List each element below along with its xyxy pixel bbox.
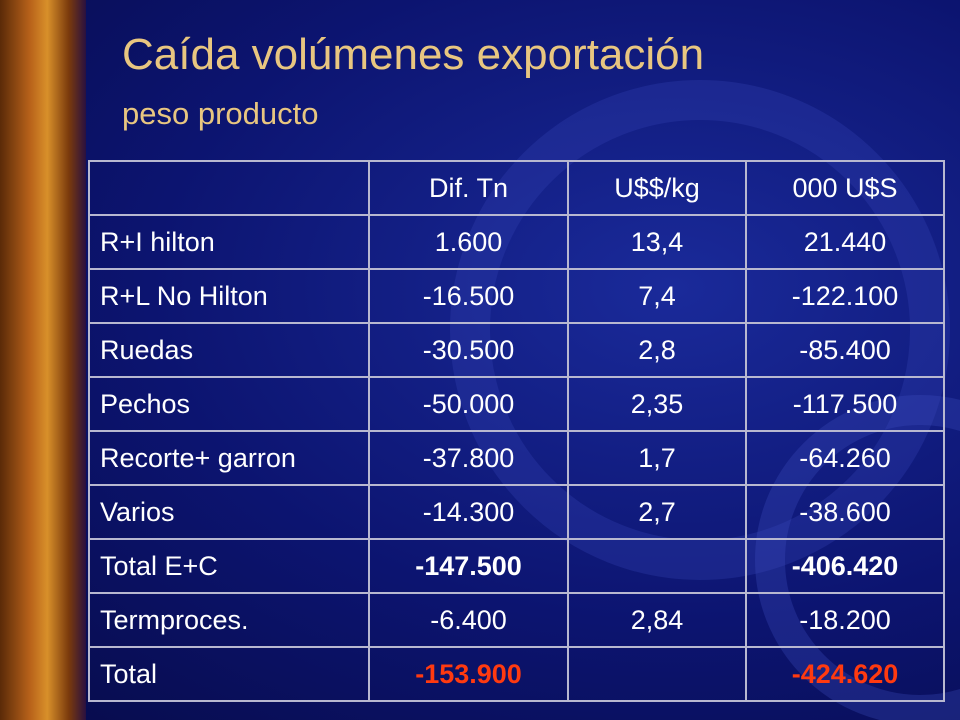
row-label: Total E+C <box>88 538 370 594</box>
table-row: Termproces. -6.400 2,84 -18.200 <box>88 592 945 648</box>
subtitle: peso producto <box>122 96 319 131</box>
cell: -38.600 <box>745 484 945 540</box>
table-row: Total E+C -147.500 -406.420 <box>88 538 945 594</box>
data-table: Dif. Tn U$$/kg 000 U$S R+I hilton 1.600 13,4 2… <box>88 160 945 702</box>
cell: -6.400 <box>368 592 569 648</box>
decor-strip <box>0 0 86 720</box>
cell: 2,35 <box>567 376 747 432</box>
row-label: Ruedas <box>88 322 370 378</box>
cell: -122.100 <box>745 268 945 324</box>
title: Caída volúmenes exportación <box>122 30 705 79</box>
cell: -117.500 <box>745 376 945 432</box>
cell: -16.500 <box>368 268 569 324</box>
row-label: Varios <box>88 484 370 540</box>
row-label: Total <box>88 646 370 702</box>
row-label: R+L No Hilton <box>88 268 370 324</box>
header-cell: Dif. Tn <box>368 160 569 216</box>
table-row: Ruedas -30.500 2,8 -85.400 <box>88 322 945 378</box>
cell: -18.200 <box>745 592 945 648</box>
cell: 13,4 <box>567 214 747 270</box>
table-row: Total -153.900 -424.620 <box>88 646 945 702</box>
header-cell: 000 U$S <box>745 160 945 216</box>
cell <box>567 646 747 702</box>
cell: -424.620 <box>745 646 945 702</box>
table-row: Recorte+ garron -37.800 1,7 -64.260 <box>88 430 945 486</box>
cell: 7,4 <box>567 268 747 324</box>
row-label: Pechos <box>88 376 370 432</box>
cell: -37.800 <box>368 430 569 486</box>
cell: -406.420 <box>745 538 945 594</box>
table-row: R+L No Hilton -16.500 7,4 -122.100 <box>88 268 945 324</box>
header-cell: U$$/kg <box>567 160 747 216</box>
table-row: Varios -14.300 2,7 -38.600 <box>88 484 945 540</box>
row-label: Recorte+ garron <box>88 430 370 486</box>
cell: 2,7 <box>567 484 747 540</box>
cell: -147.500 <box>368 538 569 594</box>
row-label: R+I hilton <box>88 214 370 270</box>
table-row: R+I hilton 1.600 13,4 21.440 <box>88 214 945 270</box>
cell <box>567 538 747 594</box>
cell: -153.900 <box>368 646 569 702</box>
cell: -85.400 <box>745 322 945 378</box>
row-label: Termproces. <box>88 592 370 648</box>
cell: -30.500 <box>368 322 569 378</box>
cell: -14.300 <box>368 484 569 540</box>
cell: 1,7 <box>567 430 747 486</box>
cell: 1.600 <box>368 214 569 270</box>
cell: 2,84 <box>567 592 747 648</box>
cell: 21.440 <box>745 214 945 270</box>
cell: -64.260 <box>745 430 945 486</box>
cell: 2,8 <box>567 322 747 378</box>
table-row: Pechos -50.000 2,35 -117.500 <box>88 376 945 432</box>
header-cell <box>88 160 370 216</box>
cell: -50.000 <box>368 376 569 432</box>
header-row: Dif. Tn U$$/kg 000 U$S <box>88 160 945 216</box>
